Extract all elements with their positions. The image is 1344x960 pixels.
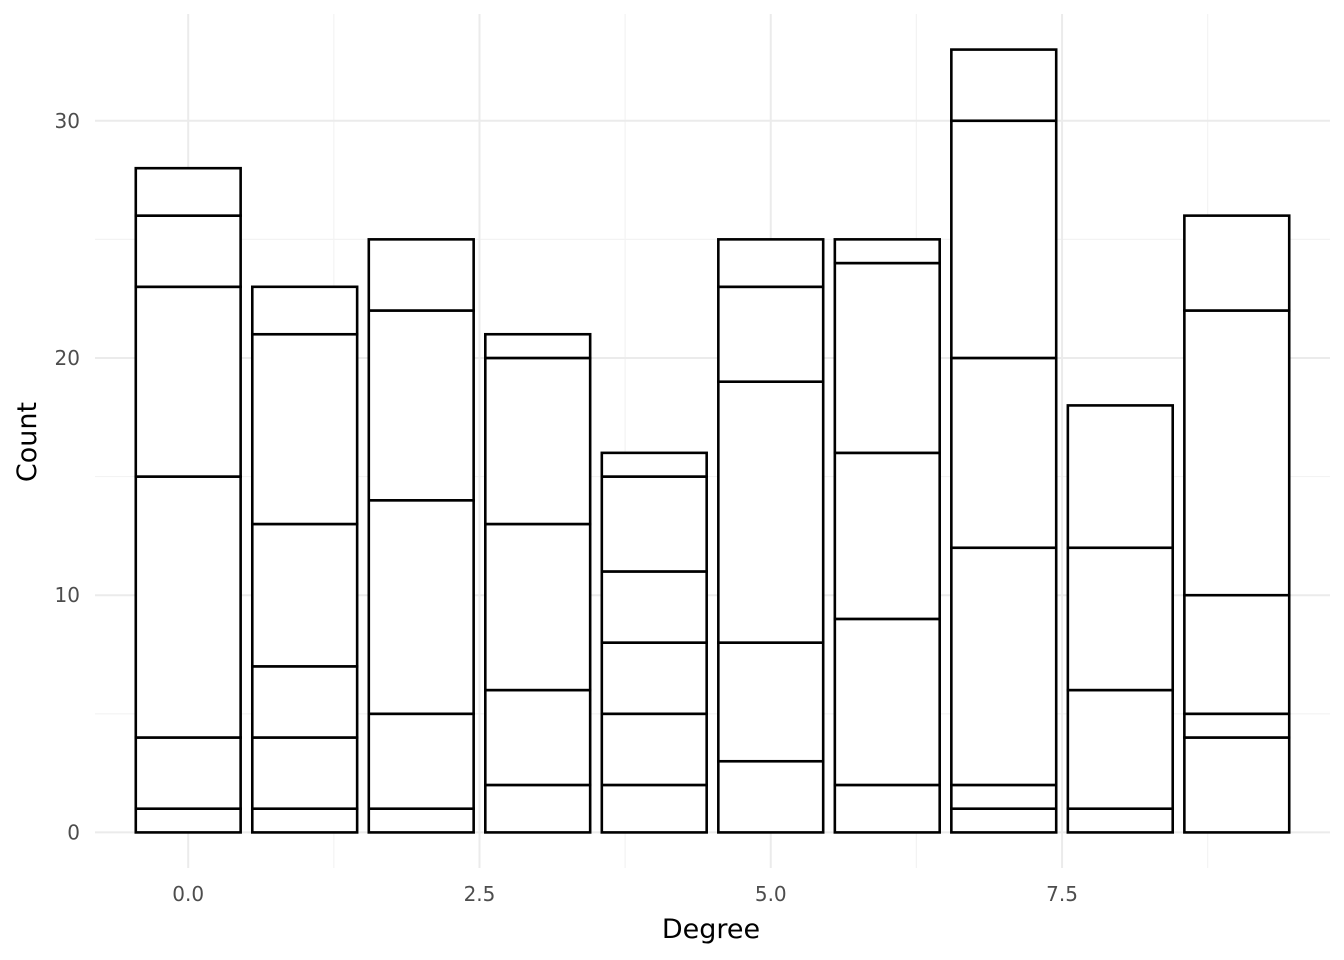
bar-segment [950, 807, 1058, 834]
bar-segment [833, 238, 941, 265]
bar-segment [833, 261, 941, 455]
bar-segment [134, 736, 242, 810]
bar-segment [134, 475, 242, 739]
bar-segment [833, 617, 941, 787]
x-tick-label: 5.0 [755, 882, 787, 906]
bar-segment [600, 641, 708, 716]
bar-segment [484, 356, 592, 526]
bar-segment [833, 451, 941, 621]
bar-segment [950, 546, 1058, 787]
bar-segment [950, 783, 1058, 810]
bar-segment [484, 688, 592, 787]
bar-segment [600, 451, 708, 478]
bar-segment [484, 783, 592, 834]
bar-segment [717, 380, 825, 644]
bar-segment [1066, 807, 1175, 834]
bar-stack [1183, 214, 1291, 834]
bar-segment [367, 499, 475, 716]
bar-segment [1066, 404, 1175, 550]
bar-stack [134, 166, 242, 834]
y-tick-label: 20 [55, 346, 80, 370]
bar-segment [833, 783, 941, 834]
bar-segment [950, 119, 1058, 360]
bar-stack [484, 332, 592, 834]
bar-stack [833, 238, 941, 834]
bar-segment [134, 214, 242, 289]
bar-segment [600, 475, 708, 573]
bar-segment [1183, 309, 1291, 597]
bar-segment [600, 570, 708, 644]
x-tick-label: 7.5 [1046, 882, 1078, 906]
y-tick-label: 30 [55, 109, 80, 133]
bar-stack [600, 451, 708, 834]
x-tick-label: 2.5 [464, 882, 496, 906]
bar-segment [950, 48, 1058, 123]
bar-segment [717, 238, 825, 289]
bar-segment [1183, 736, 1291, 834]
bar-segment [600, 712, 708, 787]
bar-segment [717, 641, 825, 763]
x-axis-ticks: 0.0 2.5 5.0 7.5 [172, 882, 1078, 906]
y-tick-label: 0 [67, 820, 80, 844]
bar-stack [250, 285, 359, 834]
bar-segment [367, 309, 475, 502]
bar-segment [484, 522, 592, 692]
bar-segment [250, 665, 359, 739]
bar-segment [484, 332, 592, 360]
bar-segment [367, 238, 475, 312]
x-axis-title: Degree [662, 914, 760, 945]
bar-segment [950, 356, 1058, 550]
y-axis-ticks: 0 10 20 30 [55, 109, 80, 845]
y-axis-title: Count [12, 402, 43, 482]
bar-segment [250, 522, 359, 668]
bar-stack [367, 238, 475, 834]
bar-stack [717, 238, 825, 834]
bar-segment [1066, 546, 1175, 692]
bar-segment [250, 285, 359, 336]
bar-segment [1066, 688, 1175, 810]
bar-segment [134, 807, 242, 834]
bar-segment [717, 285, 825, 383]
bar-segment [1183, 593, 1291, 716]
bar-segment [600, 783, 708, 834]
bar-segment [134, 166, 242, 217]
bar-segment [367, 712, 475, 810]
bar-segment [367, 807, 475, 834]
bar-segment [250, 736, 359, 810]
x-tick-label: 0.0 [172, 882, 204, 906]
bar-segment [250, 807, 359, 834]
bars-group [134, 48, 1291, 834]
bar-segment [134, 285, 242, 478]
bar-segment [250, 332, 359, 526]
bar-stack [950, 48, 1058, 834]
bar-segment [1183, 712, 1291, 739]
bar-segment [1183, 214, 1291, 312]
bar-stack [1066, 404, 1175, 834]
y-tick-label: 10 [55, 583, 80, 607]
bar-segment [717, 759, 825, 834]
